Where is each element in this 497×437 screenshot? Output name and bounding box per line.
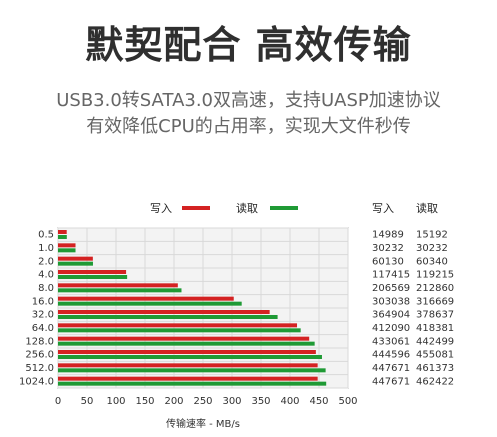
speed-chart: 0 50 100 150 200 250 300 350 400 450 500 0.5 1.0 2.0 4…: [19, 201, 454, 430]
table-write-value: 14989: [372, 230, 404, 241]
speed-chart-container: 0 50 100 150 200 250 300 350 400 450 500 0.5 1.0 2.0 4…: [0, 188, 497, 437]
x-axis-label: 传输速率 - MB/s: [166, 417, 240, 430]
table-read-value: 461373: [416, 363, 454, 374]
table-write-value: 447671: [372, 376, 410, 387]
write-bar: [58, 283, 178, 288]
read-bar: [58, 381, 327, 386]
page-title: 默契配合 高效传输: [85, 23, 412, 67]
legend-read-swatch: [270, 206, 298, 210]
read-bar: [58, 261, 93, 266]
table-read-value: 60340: [416, 256, 448, 267]
x-tick-label: 350: [251, 396, 270, 407]
x-tick-label: 400: [280, 396, 299, 407]
read-bar: [58, 235, 67, 239]
table-write-value: 60130: [372, 256, 404, 267]
read-bar: [58, 288, 182, 293]
write-bar: [58, 336, 310, 341]
y-tick-label: 64.0: [32, 323, 54, 334]
read-bar: [58, 248, 76, 253]
legend-write-swatch: [182, 206, 210, 210]
read-bar: [58, 301, 242, 306]
table-read-value: 418381: [416, 323, 454, 334]
y-tick-label: 4.0: [38, 270, 54, 281]
write-bar: [58, 230, 67, 234]
table-write-value: 412090: [372, 323, 410, 334]
y-tick-label: 1024.0: [19, 376, 54, 387]
read-bar: [58, 315, 278, 319]
y-tick-label: 1.0: [38, 243, 54, 254]
table-read-value: 316669: [416, 296, 454, 307]
table-write-value: 364904: [372, 310, 410, 321]
x-tick-label: 150: [135, 396, 154, 407]
x-tick-label: 50: [81, 396, 94, 407]
table-write-value: 303038: [372, 296, 410, 307]
subtitle-line-2: 有效降低CPU的占用率，实现大文件秒传: [86, 116, 411, 137]
table-read-value: 30232: [416, 243, 448, 254]
table-header-write: 写入: [372, 202, 394, 215]
write-bar: [58, 270, 127, 274]
read-bar: [58, 368, 326, 373]
table-write-value: 117415: [372, 270, 410, 281]
y-tick-label: 128.0: [25, 336, 54, 347]
table-read-value: 462422: [416, 376, 454, 387]
y-tick-label: 16.0: [32, 296, 54, 307]
y-tick-label: 256.0: [25, 350, 54, 361]
table-write-value: 447671: [372, 363, 410, 374]
y-tick-label: 2.0: [38, 256, 54, 267]
subtitle-line-1: USB3.0转SATA3.0双高速，支持UASP加速协议: [56, 90, 441, 111]
table-read-value: 15192: [416, 230, 448, 241]
table-read-value: 378637: [416, 310, 454, 321]
read-bar: [58, 275, 128, 279]
table-read-value: 455081: [416, 350, 454, 361]
table-write-value: 444596: [372, 350, 410, 361]
write-bar: [58, 296, 234, 301]
table-header-read: 读取: [416, 201, 438, 215]
y-tick-label: 32.0: [32, 310, 54, 321]
table-read-value: 442499: [416, 336, 454, 347]
read-bar: [58, 341, 315, 346]
table-read-value: 212860: [416, 283, 454, 294]
x-tick-label: 300: [222, 396, 241, 407]
write-bar: [58, 256, 93, 261]
y-tick-label: 0.5: [38, 230, 54, 241]
legend-write-label: 写入: [150, 202, 172, 215]
read-bar: [58, 355, 322, 359]
x-tick-label: 450: [309, 396, 328, 407]
x-tick-label: 200: [164, 396, 183, 407]
x-tick-label: 0: [55, 396, 61, 407]
y-tick-label: 512.0: [25, 363, 54, 374]
x-tick-label: 250: [193, 396, 212, 407]
x-tick-label: 100: [106, 396, 125, 407]
write-bar: [58, 350, 316, 354]
y-tick-label: 8.0: [38, 283, 54, 294]
legend-read-label: 读取: [236, 201, 258, 215]
write-bar: [58, 363, 318, 368]
table-write-value: 433061: [372, 336, 410, 347]
read-bar: [58, 328, 301, 333]
write-bar: [58, 323, 298, 328]
write-bar: [58, 376, 318, 381]
write-bar: [58, 243, 76, 248]
write-bar: [58, 310, 270, 314]
x-tick-label: 500: [338, 396, 357, 407]
table-read-value: 119215: [416, 270, 454, 281]
table-write-value: 206569: [372, 283, 410, 294]
table-write-value: 30232: [372, 243, 404, 254]
